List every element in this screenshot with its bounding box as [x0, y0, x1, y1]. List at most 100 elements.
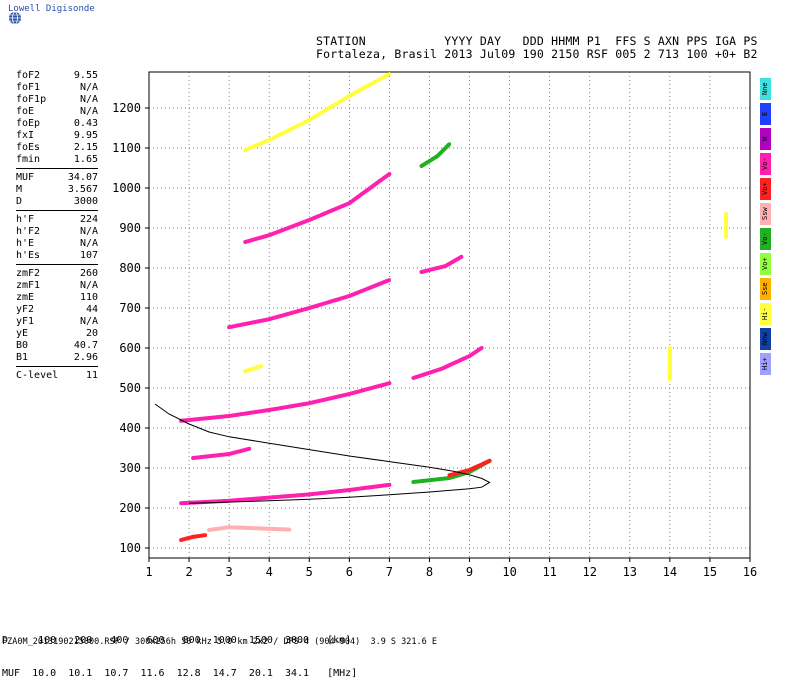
- param-row: MUF 34.07: [16, 172, 98, 184]
- echo-trace: [419, 142, 452, 168]
- param-name: yF1: [16, 316, 35, 327]
- echo-point: [227, 452, 231, 456]
- echo-point: [259, 364, 263, 368]
- echo-point: [347, 94, 351, 98]
- x-tick-label: 2: [185, 565, 192, 579]
- echo-point: [460, 255, 464, 259]
- echo-point: [267, 138, 271, 142]
- echo-point: [191, 456, 195, 460]
- echo-point: [448, 476, 451, 480]
- echo-point: [435, 154, 439, 158]
- muf-table-values: MUF 10.0 10.1 10.7 11.6 12.8 14.7 20.1 3…: [2, 668, 358, 679]
- param-value: N/A: [79, 226, 98, 237]
- param-value: N/A: [79, 238, 98, 249]
- x-tick-label: 6: [346, 565, 353, 579]
- echo-point: [668, 378, 672, 382]
- y-tick-label: 400: [119, 421, 141, 435]
- y-tick-label: 200: [119, 501, 141, 515]
- muf-table: D 100 200 400 600 800 1000 1500 3000 [km…: [2, 613, 357, 690]
- x-tick-label: 15: [703, 565, 717, 579]
- echo-point: [227, 525, 231, 529]
- echo-point: [287, 528, 291, 532]
- legend-item: Hi-: [760, 303, 771, 325]
- param-name: C-level: [16, 370, 59, 381]
- echo-point: [439, 367, 443, 371]
- y-tick-label: 700: [119, 301, 141, 315]
- param-value: 40.7: [73, 340, 98, 351]
- param-row: h'E N/A: [16, 238, 98, 250]
- legend-item: Vo+: [760, 253, 771, 275]
- echo-trace: [243, 364, 264, 374]
- param-name: foE: [16, 106, 35, 117]
- param-row: fxI 9.95: [16, 130, 98, 142]
- echo-point: [247, 447, 251, 451]
- param-name: fxI: [16, 130, 35, 141]
- echo-point: [468, 468, 472, 472]
- header-values: Fortaleza, Brasil 2013 Jul09 190 2150 RS…: [316, 47, 758, 61]
- echo-point: [307, 218, 311, 222]
- echo-point: [267, 408, 271, 412]
- param-row: C-level 11: [16, 370, 98, 382]
- echo-point: [411, 480, 415, 484]
- file-info: FZA0M_2013190215000.RSF / 300x256h 50 kH…: [2, 637, 437, 647]
- echo-trace: [191, 446, 252, 460]
- echo-point: [243, 148, 247, 152]
- echo-point: [203, 533, 207, 537]
- param-row: M 3.567: [16, 184, 98, 196]
- param-value: 224: [79, 214, 98, 225]
- param-row: foF1 N/A: [16, 82, 98, 94]
- param-row: yF2 44: [16, 304, 98, 316]
- x-tick-label: 3: [226, 565, 233, 579]
- echo-point: [243, 369, 247, 373]
- param-name: yE: [16, 328, 29, 339]
- echo-point: [480, 346, 484, 350]
- echo-point: [227, 325, 231, 329]
- param-value: 34.07: [67, 172, 98, 183]
- y-tick-label: 300: [119, 461, 141, 475]
- param-value: N/A: [79, 94, 98, 105]
- param-row: B0 40.7: [16, 340, 98, 352]
- x-tick-label: 4: [266, 565, 273, 579]
- param-name: zmF1: [16, 280, 41, 291]
- param-value: 2.96: [73, 352, 98, 363]
- globe-icon: [9, 11, 21, 25]
- x-tick-label: 8: [426, 565, 433, 579]
- echo-trace: [419, 254, 464, 274]
- echo-point: [191, 535, 195, 539]
- param-value: N/A: [79, 316, 98, 327]
- param-name: B0: [16, 340, 29, 351]
- param-divider: [16, 366, 98, 367]
- param-name: h'E: [16, 238, 35, 249]
- muf-table-distances: D 100 200 400 600 800 1000 1500 3000 [km…: [2, 635, 352, 646]
- param-row: foF2 9.55: [16, 70, 98, 82]
- density-profile-curve: [154, 403, 491, 504]
- echo-trace: [243, 72, 392, 152]
- echo-point: [347, 392, 351, 396]
- param-row: fmin 1.65: [16, 154, 98, 166]
- echo-point: [267, 233, 271, 237]
- param-value: N/A: [79, 280, 98, 291]
- echo-point: [267, 527, 271, 531]
- param-row: h'Es 107: [16, 250, 98, 262]
- echo-point: [387, 172, 391, 176]
- echo-point: [468, 354, 472, 358]
- param-row: foEp 0.43: [16, 118, 98, 130]
- plot-frame: [148, 71, 751, 559]
- param-divider: [16, 210, 98, 211]
- x-tick-label: 5: [306, 565, 313, 579]
- param-name: foEs: [16, 142, 41, 153]
- param-value: 0.43: [73, 118, 98, 129]
- echo-point: [411, 376, 415, 380]
- legend-item: Vo-: [760, 228, 771, 250]
- param-value: 9.55: [73, 70, 98, 81]
- param-name: zmF2: [16, 268, 41, 279]
- param-value: 107: [79, 250, 98, 261]
- x-tick-label: 11: [542, 565, 556, 579]
- legend-item: Ssw: [760, 203, 771, 225]
- y-tick-label: 500: [119, 381, 141, 395]
- y-tick-label: 1200: [112, 101, 141, 115]
- param-value: 11: [85, 370, 98, 381]
- legend-item: W: [760, 128, 771, 150]
- polarization-legend: Nne E W Vo- Vo+ Ssw Vo- Vo+ Sse Hi- Nnw Hi+: [760, 78, 771, 378]
- param-name: foF1p: [16, 94, 47, 105]
